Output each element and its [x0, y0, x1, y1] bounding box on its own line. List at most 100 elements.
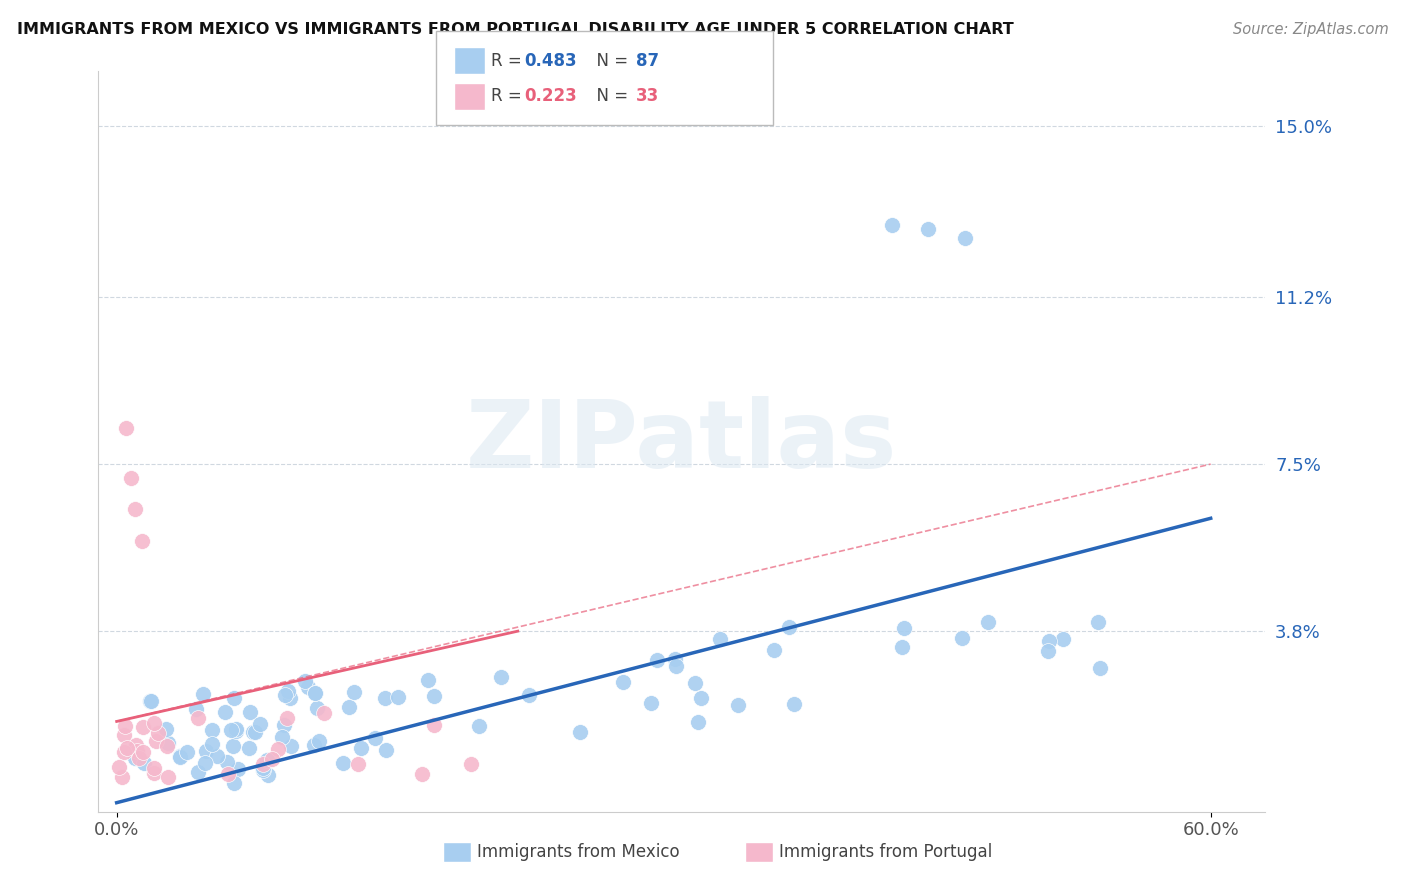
Point: [225, 724, 247, 739]
Point: [217, 767, 239, 781]
Point: [243, 724, 266, 739]
Point: [195, 743, 218, 757]
Point: [411, 766, 433, 780]
Text: 33: 33: [636, 87, 659, 105]
Point: [977, 615, 1000, 629]
Point: [689, 690, 711, 705]
Text: R =: R =: [491, 87, 527, 105]
Point: [778, 620, 800, 634]
Point: [176, 745, 198, 759]
Point: [374, 691, 396, 706]
Point: [224, 776, 246, 790]
Point: [491, 669, 513, 683]
Point: [219, 723, 242, 738]
Point: [304, 686, 326, 700]
Point: [337, 699, 360, 714]
Text: 87: 87: [636, 52, 658, 70]
Point: [117, 740, 139, 755]
Point: [640, 696, 662, 710]
Point: [1052, 632, 1074, 647]
Point: [1038, 634, 1060, 648]
Point: [124, 751, 146, 765]
Point: [128, 751, 150, 765]
Point: [132, 720, 155, 734]
Point: [107, 760, 129, 774]
Point: [953, 231, 976, 245]
Point: [156, 739, 179, 753]
Point: [280, 739, 302, 753]
Point: [139, 694, 162, 708]
Point: [143, 766, 166, 780]
Point: [120, 470, 142, 484]
Point: [685, 676, 707, 690]
Point: [332, 756, 354, 770]
Point: [114, 719, 136, 733]
Point: [273, 718, 295, 732]
Point: [156, 770, 179, 784]
Point: [157, 736, 180, 750]
Point: [200, 737, 222, 751]
Point: [709, 632, 731, 647]
Text: N =: N =: [586, 52, 634, 70]
Point: [252, 757, 274, 772]
Point: [302, 738, 325, 752]
Point: [238, 741, 260, 756]
Point: [387, 690, 409, 705]
Point: [256, 753, 278, 767]
Point: [187, 711, 209, 725]
Point: [664, 651, 686, 665]
Text: 0.483: 0.483: [524, 52, 576, 70]
Point: [665, 659, 688, 673]
Point: [187, 764, 209, 779]
Point: [890, 640, 912, 655]
Text: 0.223: 0.223: [524, 87, 578, 105]
Point: [169, 749, 191, 764]
Point: [304, 686, 326, 700]
Point: [112, 728, 135, 742]
Point: [141, 693, 163, 707]
Point: [277, 684, 299, 698]
Point: [125, 738, 148, 752]
Point: [215, 755, 238, 769]
Point: [252, 761, 274, 775]
Point: [143, 761, 166, 775]
Point: [257, 768, 280, 782]
Point: [193, 687, 215, 701]
Point: [950, 632, 973, 646]
Point: [297, 680, 319, 694]
Point: [416, 673, 439, 687]
Point: [148, 725, 170, 739]
Text: ZIPatlas: ZIPatlas: [467, 395, 897, 488]
Point: [262, 752, 284, 766]
Point: [467, 719, 489, 733]
Text: R =: R =: [491, 52, 527, 70]
Point: [423, 689, 446, 703]
Text: Source: ZipAtlas.com: Source: ZipAtlas.com: [1233, 22, 1389, 37]
Point: [569, 725, 592, 739]
Point: [226, 762, 249, 776]
Point: [125, 744, 148, 758]
Point: [312, 706, 335, 720]
Point: [252, 763, 274, 777]
Point: [893, 621, 915, 635]
Point: [727, 698, 749, 713]
Point: [142, 715, 165, 730]
Point: [612, 674, 634, 689]
Point: [364, 731, 387, 746]
Point: [271, 730, 294, 744]
Point: [460, 756, 482, 771]
Point: [224, 690, 246, 705]
Point: [222, 739, 245, 753]
Point: [112, 745, 135, 759]
Point: [239, 706, 262, 720]
Point: [249, 716, 271, 731]
Point: [350, 741, 373, 756]
Point: [375, 742, 398, 756]
Text: Immigrants from Mexico: Immigrants from Mexico: [477, 843, 679, 861]
Point: [169, 749, 191, 764]
Point: [305, 701, 328, 715]
Point: [201, 723, 224, 738]
Point: [1087, 615, 1109, 629]
Point: [783, 697, 806, 711]
Point: [308, 733, 330, 747]
